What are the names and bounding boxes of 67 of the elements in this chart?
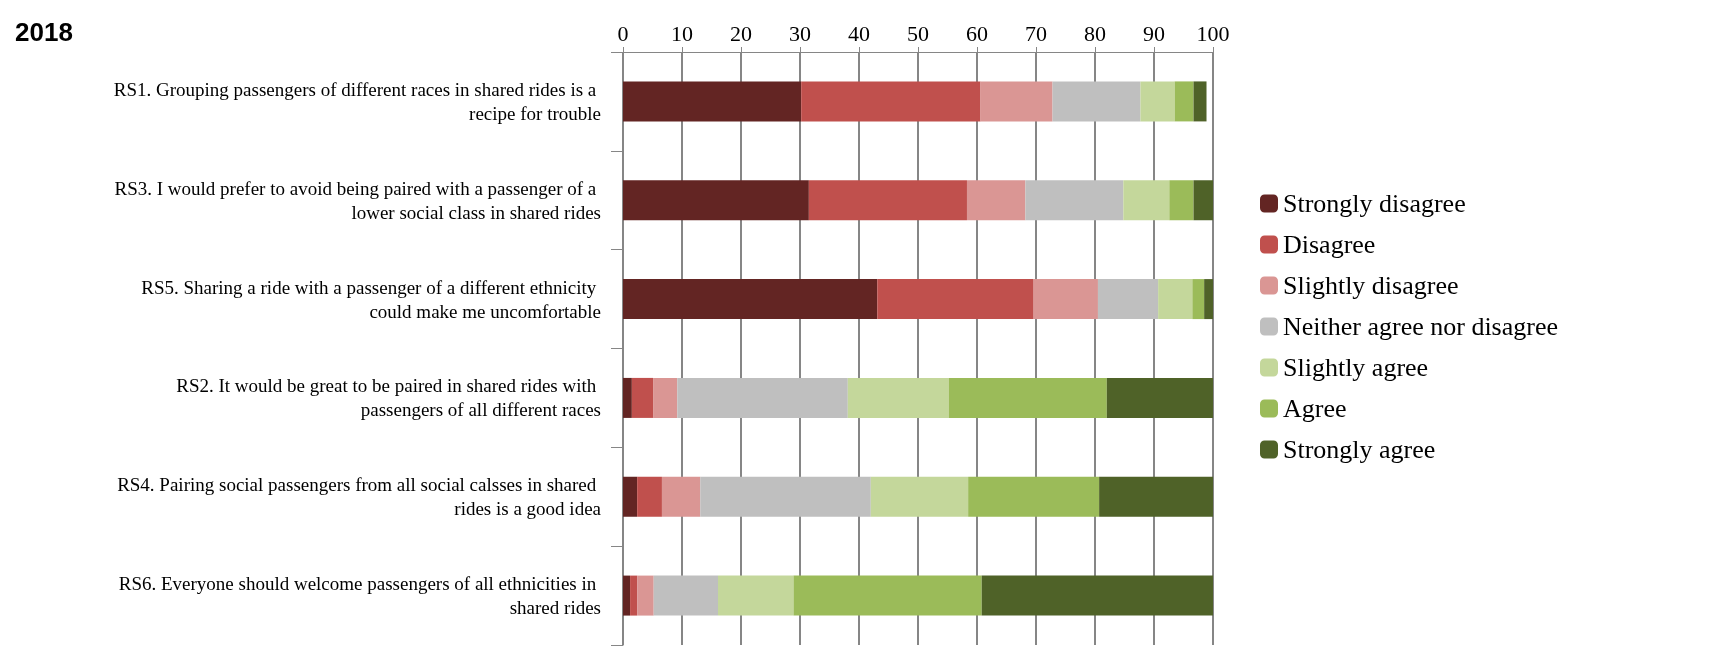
y-tick-label: RS6. Everyone should welcome passengers of all ethnicities in shared rides xyxy=(118,573,601,619)
bar xyxy=(1025,180,1124,221)
text: 2018 xyxy=(15,17,73,47)
bar xyxy=(1106,377,1213,418)
bar xyxy=(717,575,794,616)
legend-label: Neither agree nor disagree xyxy=(1283,312,1559,341)
bar xyxy=(637,575,654,616)
x-tick-label: 30 xyxy=(789,20,811,46)
bar xyxy=(1192,279,1205,320)
legend-label: Strongly agree xyxy=(1283,435,1436,464)
bar xyxy=(700,476,871,517)
x-tick-label: 100 xyxy=(1196,20,1230,46)
x-tick-label: 40 xyxy=(848,20,870,46)
bar xyxy=(870,476,969,517)
bar xyxy=(623,377,632,418)
legend-label: Slightly disagree xyxy=(1283,271,1459,300)
legend-label: Disagree xyxy=(1283,230,1376,259)
bar xyxy=(637,476,662,517)
bar xyxy=(623,279,878,320)
bar xyxy=(623,81,802,122)
bar xyxy=(623,180,809,221)
bar xyxy=(1099,476,1213,517)
x-tick-label: 80 xyxy=(1084,20,1106,46)
legend-label: Agree xyxy=(1283,394,1347,423)
bar xyxy=(630,575,638,616)
x-tick-label: 20 xyxy=(730,20,752,46)
bar xyxy=(1169,180,1194,221)
y-tick-label: RS2. It would be great to be paired in shared rides with passengers of all different races xyxy=(176,375,601,421)
bar xyxy=(1123,180,1170,221)
bar xyxy=(808,180,967,221)
bar xyxy=(1204,279,1213,320)
x-tick-label: 90 xyxy=(1143,20,1165,46)
bar xyxy=(877,279,1034,320)
bar xyxy=(793,575,982,616)
x-tick-label: 50 xyxy=(907,20,929,46)
x-tick-label: 10 xyxy=(671,20,693,46)
legend-label: Slightly agree xyxy=(1283,353,1429,382)
bar xyxy=(653,575,718,616)
bar xyxy=(631,377,654,418)
bar xyxy=(1193,180,1213,221)
bar xyxy=(968,476,1100,517)
bar xyxy=(1193,81,1207,122)
y-tick-label: RS4. Pairing social passengers from all social calsses in shared rides is a good idea xyxy=(117,474,602,520)
bar xyxy=(623,575,631,616)
bar xyxy=(1174,81,1194,122)
bar xyxy=(801,81,981,122)
bar xyxy=(1140,81,1175,122)
y-tick-label: RS1. Grouping passengers of different races in shared rides is a recipe for trouble xyxy=(113,78,601,124)
bar xyxy=(677,377,848,418)
x-tick-label: 60 xyxy=(966,20,988,46)
x-tick-label: 0 xyxy=(617,20,629,46)
y-tick-label: RS5. Sharing a ride with a passenger of a different ethnicity could make me uncomfortable xyxy=(141,276,601,322)
bar xyxy=(847,377,949,418)
bar xyxy=(1158,279,1193,320)
bar xyxy=(980,81,1053,122)
bar xyxy=(653,377,678,418)
bar xyxy=(623,476,638,517)
bar xyxy=(1097,279,1159,320)
bar xyxy=(948,377,1107,418)
bar xyxy=(661,476,701,517)
bar xyxy=(966,180,1026,221)
y-tick-label: RS3. I would prefer to avoid being paired with a passenger of a lower social class in shared rides xyxy=(114,177,601,223)
bar xyxy=(981,575,1213,616)
legend-label: Strongly disagree xyxy=(1283,189,1466,218)
bar xyxy=(1033,279,1098,320)
x-tick-label: 70 xyxy=(1025,20,1047,46)
bar xyxy=(1052,81,1141,122)
